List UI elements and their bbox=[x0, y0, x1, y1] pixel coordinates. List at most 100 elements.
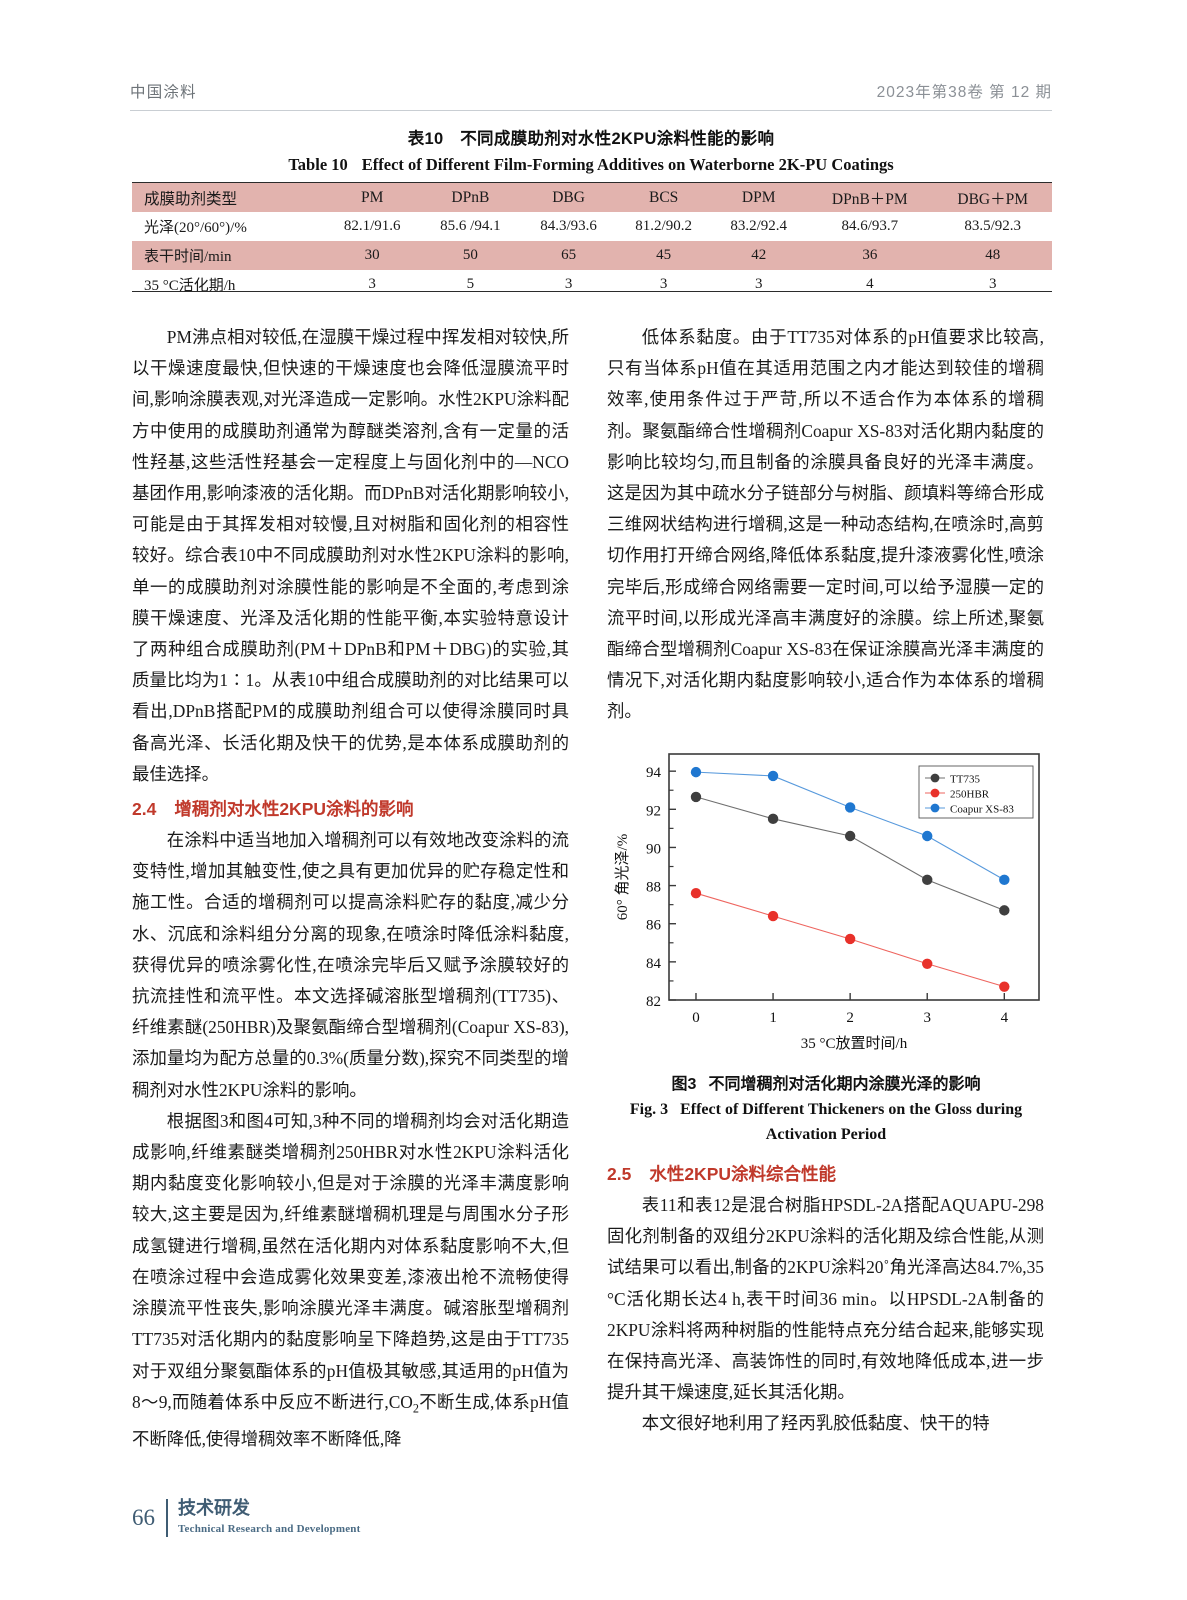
data-point bbox=[690, 888, 702, 899]
y-tick-label: 94 bbox=[646, 765, 662, 781]
page-number: 66 bbox=[132, 1504, 155, 1530]
table10-cell: 84.3/93.6 bbox=[540, 218, 597, 234]
body-right-column: 低体系黏度。由于TT735对体系的pH值要求比较高,只有当体系pH值在其适用范围… bbox=[607, 322, 1044, 728]
legend-marker bbox=[930, 773, 940, 783]
header-divider bbox=[130, 110, 1052, 111]
table10-col-header: DBG＋PM bbox=[957, 190, 1029, 208]
data-point bbox=[690, 791, 702, 803]
footer-section-en: Technical Research and Development bbox=[178, 1523, 361, 1535]
table10-cell: 3 bbox=[659, 276, 668, 292]
section-heading-2-5: 2.5 水性2KPU涂料综合性能 bbox=[607, 1159, 1044, 1190]
table10-col-header: BCS bbox=[648, 188, 679, 206]
table10-caption-en: Table 10 Effect of Different Film-Forming… bbox=[130, 155, 1052, 175]
figure-3-caption-en-line2: Activation Period bbox=[765, 1126, 887, 1143]
figure-3-plot: 82 84 86 88 90 92 94 0 1 2 3 4 35 °C放置时间/h 60° 角光泽/% T… bbox=[607, 738, 1047, 1052]
data-point bbox=[999, 874, 1010, 886]
left-paragraph-3: 根据图3和图4可知,3种不同的增稠剂均会对活化期造成影响,纤维素醚类增稠剂250… bbox=[132, 1106, 569, 1456]
left-paragraph-2: 在涂料中适当地加入增稠剂可以有效地改变涂料的流变特性,增加其触变性,使之具有更加… bbox=[132, 830, 569, 1100]
figure-3-caption-en-number: Fig. 3 bbox=[629, 1101, 669, 1118]
table10-cell: 81.2/90.2 bbox=[635, 218, 692, 234]
table10-caption-en-text: Effect of Different Film-Forming Additiv… bbox=[361, 155, 894, 174]
figure-3: 82 84 86 88 90 92 94 0 1 2 3 4 35 °C放置时间/h 60° 角光泽/% T… bbox=[607, 738, 1047, 1052]
left-paragraph-3-part1: 根据图3和图4可知,3种不同的增稠剂均会对活化期造成影响,纤维素醚类增稠剂250… bbox=[132, 1110, 569, 1412]
table10-cell: 3 bbox=[754, 276, 763, 292]
left-paragraph-1: PM沸点相对较低,在湿膜干燥过程中挥发相对较快,所以干燥速度最快,但快速的干燥速… bbox=[132, 327, 569, 784]
table10-cell: 3 bbox=[988, 276, 997, 292]
table10-row-label: 光泽(20°/60°)/% bbox=[144, 220, 247, 236]
table10-cell: 5 bbox=[466, 276, 475, 292]
table10-cell: 3 bbox=[368, 276, 376, 292]
page-footer: 66 技术研发 Technical Research and Developme… bbox=[132, 1498, 361, 1537]
table10-cell: 83.5/92.3 bbox=[964, 218, 1022, 234]
table10-col-header: DPnB bbox=[451, 188, 490, 206]
table10-col-header: 成膜助剂类型 bbox=[144, 190, 238, 208]
data-point bbox=[767, 770, 779, 782]
table10-cell: 45 bbox=[656, 247, 672, 263]
x-tick-label: 3 bbox=[923, 1010, 931, 1026]
section-number-2-4: 2.4 bbox=[132, 799, 157, 820]
data-point bbox=[922, 958, 933, 969]
data-point bbox=[999, 905, 1010, 916]
table10-row-label: 表干时间/min bbox=[144, 249, 232, 265]
table-row: 表干时间/min 30 50 65 45 42 36 48 bbox=[132, 241, 1052, 270]
table10-cell: 36 bbox=[862, 247, 878, 263]
right-paragraph-3: 本文很好地利用了羟丙乳胶低黏度、快干的特 bbox=[641, 1413, 990, 1434]
table10-cell: 82.1/91.6 bbox=[343, 218, 401, 234]
data-point bbox=[767, 813, 779, 825]
legend-marker bbox=[930, 803, 940, 813]
y-tick-label: 88 bbox=[646, 880, 661, 896]
body-left-column: PM沸点相对较低,在湿膜干燥过程中挥发相对较快,所以干燥速度最快,但快速的干燥速… bbox=[132, 322, 569, 1456]
table10-bottom-rule bbox=[132, 291, 1052, 293]
body-right-column-lower: 2.5 水性2KPU涂料综合性能 表11和表12是混合树脂HPSDL-2A搭配AQ… bbox=[607, 1155, 1044, 1440]
table10-caption-en-number: Table 10 bbox=[288, 155, 348, 174]
data-point bbox=[690, 766, 702, 778]
y-tick-label: 90 bbox=[646, 841, 661, 857]
table10-col-header: DPM bbox=[741, 188, 776, 206]
table10-cell: 42 bbox=[751, 247, 767, 263]
table10-top-rule bbox=[132, 182, 1052, 184]
x-tick-label: 0 bbox=[692, 1010, 700, 1026]
table-row: 35 °C活化期/h 3 5 3 3 3 4 3 bbox=[132, 270, 1052, 299]
x-tick-label: 1 bbox=[769, 1010, 777, 1026]
table10-header-row: 成膜助剂类型 PM DPnB DBG BCS DPM DPnB＋PM DBG＋PM bbox=[132, 183, 1052, 212]
right-paragraph-1: 低体系黏度。由于TT735对体系的pH值要求比较高,只有当体系pH值在其适用范围… bbox=[607, 327, 1044, 722]
table10-col-header: DPnB＋PM bbox=[831, 190, 908, 208]
y-axis-label: 60° 角光泽/% bbox=[614, 834, 631, 920]
data-point bbox=[844, 830, 856, 842]
table10-cell: 83.2/92.4 bbox=[730, 218, 788, 234]
section-title-2-4: 增稠剂对水性2KPU涂料的影响 bbox=[174, 799, 414, 820]
footer-text: 技术研发 Technical Research and Development bbox=[178, 1498, 361, 1537]
figure-3-caption-en: Fig. 3 Effect of Different Thickeners on … bbox=[600, 1097, 1052, 1147]
chart-frame bbox=[668, 753, 1040, 1001]
data-point bbox=[844, 802, 856, 813]
running-head: 中国涂料 2023年第38卷 第 12 期 bbox=[130, 80, 1052, 114]
table10-cell: 3 bbox=[564, 276, 573, 292]
journal-name: 中国涂料 bbox=[130, 84, 197, 101]
data-point bbox=[922, 830, 933, 842]
table10-cell: 85.6 /94.1 bbox=[440, 218, 501, 234]
y-tick-label: 84 bbox=[646, 956, 662, 972]
table10-row-label: 35 °C活化期/h bbox=[144, 278, 236, 294]
table10: 成膜助剂类型 PM DPnB DBG BCS DPM DPnB＋PM DBG＋PM 光泽(20°… bbox=[132, 183, 1052, 299]
table10-col-header: DBG bbox=[552, 188, 585, 206]
x-tick-label: 4 bbox=[1001, 1010, 1009, 1026]
legend-label: 250HBR bbox=[950, 789, 990, 801]
y-tick-label: 92 bbox=[646, 803, 661, 819]
x-tick-label: 2 bbox=[846, 1010, 854, 1026]
figure-3-caption-en-line1: Effect of Different Thickeners on the Gl… bbox=[680, 1101, 1023, 1118]
legend-marker bbox=[930, 788, 940, 798]
table10-caption-cn: 表10 不同成膜助剂对水性2KPU涂料性能的影响 bbox=[407, 130, 775, 148]
co2-subscript: 2 bbox=[412, 1401, 419, 1416]
section-title-2-5: 水性2KPU涂料综合性能 bbox=[649, 1164, 837, 1184]
section-number-2-5: 2.5 bbox=[607, 1164, 632, 1184]
right-paragraph-2: 表11和表12是混合树脂HPSDL-2A搭配AQUAPU-298固化剂制备的双组… bbox=[607, 1195, 1044, 1403]
footer-section-cn: 技术研发 bbox=[178, 1498, 250, 1518]
data-point bbox=[767, 910, 779, 922]
table10-cell: 50 bbox=[462, 247, 478, 263]
footer-divider bbox=[166, 1498, 168, 1537]
y-tick-label: 86 bbox=[646, 918, 662, 934]
y-tick-label: 82 bbox=[646, 994, 661, 1010]
figure-3-caption-cn: 图3 不同增稠剂对活化期内涂膜光泽的影响 bbox=[600, 1070, 1052, 1094]
x-axis-label: 35 °C放置时间/h bbox=[801, 1035, 908, 1050]
issue-info: 2023年第38卷 第 12 期 bbox=[876, 84, 1052, 101]
